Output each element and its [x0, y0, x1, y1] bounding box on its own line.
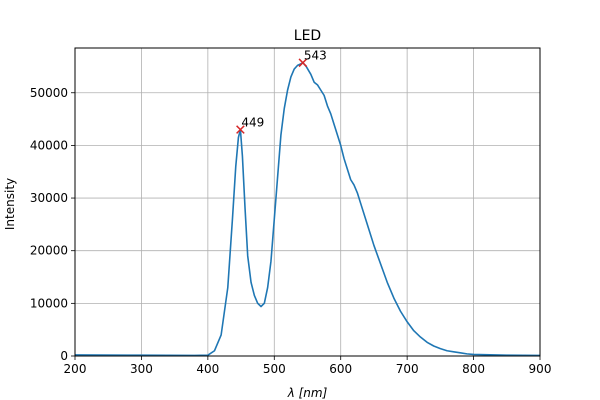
- plot-lines: [74, 61, 541, 357]
- x-tick-label: 500: [263, 362, 286, 376]
- chart-title: LED: [294, 28, 321, 44]
- y-tick-label: 40000: [30, 138, 68, 152]
- x-tick-label: 400: [196, 362, 219, 376]
- y-tick-label: 10000: [30, 296, 68, 310]
- x-tick-label: 900: [529, 362, 552, 376]
- plot-frame: [74, 47, 541, 357]
- peak-marker: [298, 58, 308, 68]
- peak-label: 449: [241, 116, 264, 130]
- y-axis-label: Intensity: [3, 178, 17, 230]
- peak-label: 543: [304, 49, 327, 63]
- x-tick-label: 600: [329, 362, 352, 376]
- x-tick-label: 300: [130, 362, 153, 376]
- y-tick-label: 0: [60, 349, 68, 363]
- series-line: [74, 61, 541, 357]
- gridlines: [74, 48, 541, 357]
- x-tick-label: 800: [462, 362, 485, 376]
- x-tick-label: 700: [396, 362, 419, 376]
- x-axis-ticks: 200 300 400 500 600 700 800 900: [64, 356, 552, 376]
- peak-markers: 449 543: [236, 49, 327, 134]
- y-tick-label: 30000: [30, 191, 68, 205]
- y-tick-label: 50000: [30, 86, 68, 100]
- y-tick-label: 20000: [30, 244, 68, 258]
- y-axis-ticks: 0 10000 20000 30000 40000 50000: [30, 86, 75, 363]
- peak-marker: [236, 125, 245, 134]
- x-axis-label: λ [nm]: [287, 386, 328, 400]
- x-tick-label: 200: [64, 362, 87, 376]
